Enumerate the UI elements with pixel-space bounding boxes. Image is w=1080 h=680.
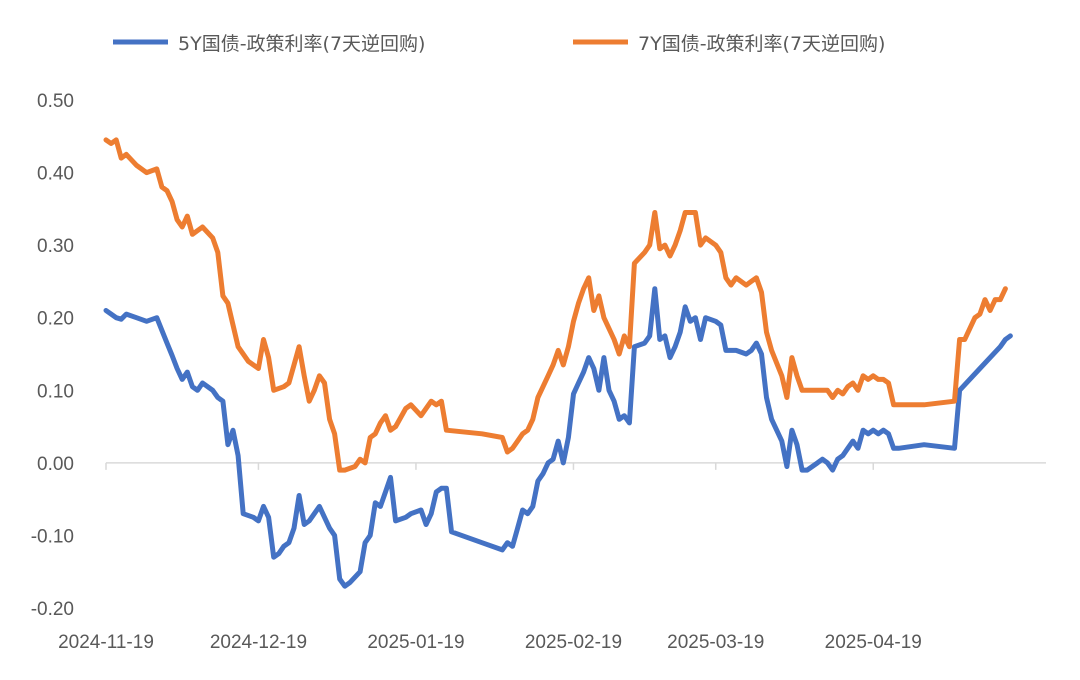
y-tick-label: 0.10 bbox=[37, 381, 74, 402]
series-line-5y bbox=[103, 286, 1013, 589]
x-tick-label: 2025-04-19 bbox=[825, 632, 922, 653]
y-tick-label: -0.20 bbox=[31, 599, 74, 620]
x-tick-label: 2025-01-19 bbox=[367, 632, 464, 653]
y-axis: 0.50 0.40 0.30 0.20 0.10 0.00 -0.10 -0.20 bbox=[31, 91, 74, 620]
y-tick-label: -0.10 bbox=[31, 526, 74, 547]
y-tick-label: 0.20 bbox=[37, 309, 74, 330]
legend-label-5y: 5Y国债-政策利率(7天逆回购) bbox=[178, 33, 425, 55]
legend-label-7y: 7Y国债-政策利率(7天逆回购) bbox=[638, 33, 885, 55]
y-tick-label: 0.30 bbox=[37, 236, 74, 257]
y-tick-label: 0.50 bbox=[37, 91, 74, 112]
x-tick-label: 2025-03-19 bbox=[667, 632, 764, 653]
series-layer bbox=[103, 137, 1013, 589]
x-axis: 2024-11-19 2024-12-19 2025-01-19 2025-02-19… bbox=[58, 462, 1046, 653]
x-tick-label: 2024-11-19 bbox=[58, 632, 154, 653]
x-tick-label: 2025-02-19 bbox=[525, 632, 622, 653]
x-tick-label: 2024-12-19 bbox=[210, 632, 307, 653]
series-line-7y bbox=[103, 137, 1008, 473]
y-tick-label: 0.00 bbox=[37, 454, 74, 475]
legend: 5Y国债-政策利率(7天逆回购) 7Y国债-政策利率(7天逆回购) bbox=[113, 33, 885, 55]
y-tick-label: 0.40 bbox=[37, 164, 74, 185]
